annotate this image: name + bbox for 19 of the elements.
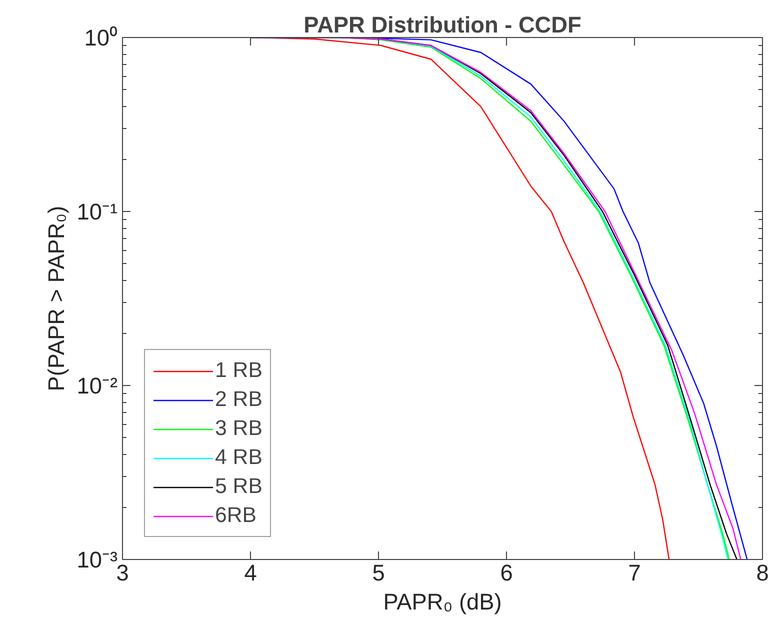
legend-label: 5 RB [215, 474, 262, 499]
x-tick-label: 3 [116, 560, 129, 586]
legend-label: 1 RB [215, 358, 262, 383]
x-tick-label: 4 [244, 560, 257, 586]
x-tick-label: 5 [372, 560, 385, 586]
x-axis-title: PAPR₀ (dB) [383, 588, 502, 614]
y-tick-label: 10⁻³ [76, 546, 118, 572]
y-tick-label: 10⁻¹ [76, 198, 118, 224]
y-tick-label: 10⁻² [76, 372, 118, 398]
y-axis-title: P(PAPR > PAPR₀) [42, 206, 69, 392]
y-tick-label: 10⁰ [84, 24, 118, 50]
chart-title: PAPR Distribution - CCDF [304, 12, 582, 38]
legend-label: 2 RB [215, 387, 262, 412]
legend-label: 6RB [215, 503, 256, 528]
legend-label: 3 RB [215, 416, 262, 441]
legend-label: 4 RB [215, 445, 262, 470]
x-tick-label: 8 [756, 560, 769, 586]
x-tick-label: 6 [500, 560, 513, 586]
x-tick-label: 7 [628, 560, 641, 586]
